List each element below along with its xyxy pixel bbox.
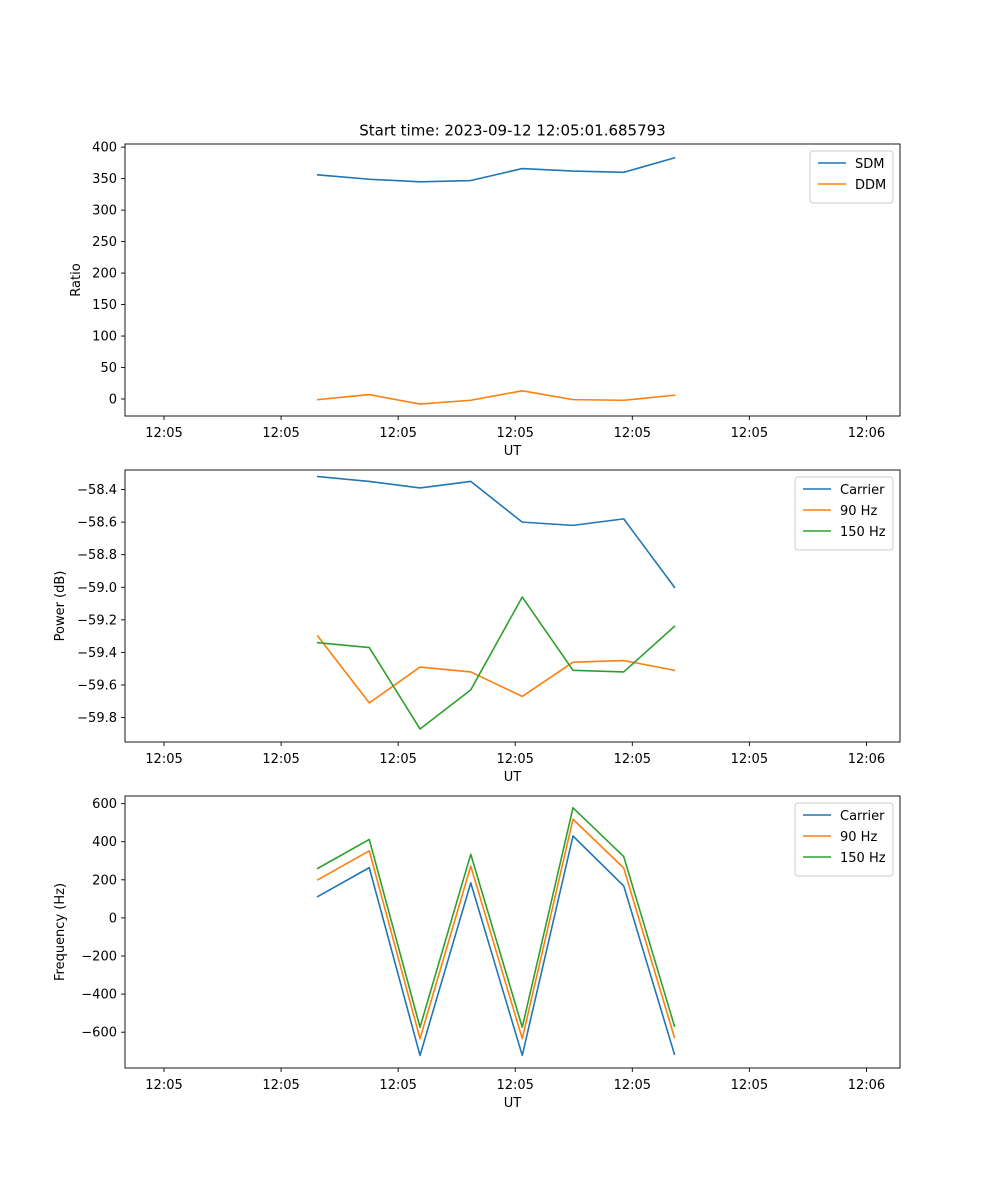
y-tick-label: −58.8 [77,548,117,563]
legend-label: SDM [855,157,884,172]
y-axis-label: Ratio [69,263,84,296]
series-line-90-hz [316,635,676,704]
y-tick-label: 400 [92,835,117,850]
series-line-ddm [316,390,676,405]
y-tick-label: −59.2 [77,613,117,628]
x-axis-label: UT [504,770,522,785]
y-tick-label: 50 [100,361,117,376]
x-tick-label: 12:05 [496,1078,533,1093]
x-tick-label: 12:05 [614,426,651,441]
chart-panel-1: 12:05 12:05 12:05 12:05 12:05 12:05 12:06 0 50 10… [69,141,901,459]
y-axis-label: Power (dB) [53,571,68,642]
series-line-carrier [316,835,676,1057]
x-tick-label: 12:05 [379,426,416,441]
legend-label: 90 Hz [840,504,877,519]
y-tick-label: 200 [92,873,117,888]
y-tick-label: −59.8 [77,711,117,726]
legend-label: Carrier [840,809,885,824]
y-tick-label: 200 [92,267,117,282]
x-tick-label: 12:05 [262,752,299,767]
y-tick-label: 250 [92,235,117,250]
y-tick-label: 400 [92,141,117,156]
legend: Carrier 90 Hz 150 Hz [794,802,894,877]
y-tick-label: −58.4 [77,483,117,498]
x-tick-label: 12:05 [731,426,768,441]
x-tick-label: 12:05 [145,752,182,767]
legend-label: 150 Hz [840,851,886,866]
legend: SDM DDM [809,150,894,204]
y-tick-label: 150 [92,298,117,313]
series-line-sdm [316,156,676,183]
x-tick-label: 12:05 [145,426,182,441]
y-tick-label: −59.4 [77,646,117,661]
y-tick-label: −200 [81,950,117,965]
x-tick-label: 12:05 [496,752,533,767]
y-axis-label: Frequency (Hz) [53,883,68,981]
y-tick-label: −59.6 [77,678,117,693]
axes-frame [124,143,901,417]
chart-panel-3: 12:05 12:05 12:05 12:05 12:05 12:05 12:06 −600 −… [53,795,901,1111]
series-line-90-hz [316,818,676,1040]
series-line-carrier [316,475,676,589]
x-tick-label: 12:05 [379,752,416,767]
y-tick-label: −59.0 [77,581,117,596]
y-tick-label: 0 [109,911,117,926]
x-tick-label: 12:06 [848,426,885,441]
y-tick-label: 300 [92,204,117,219]
x-tick-label: 12:05 [614,752,651,767]
x-tick-label: 12:05 [262,426,299,441]
y-tick-label: 0 [109,393,117,408]
y-tick-label: 600 [92,797,117,812]
y-tick-label: 350 [92,172,117,187]
y-tick-label: −400 [81,988,117,1003]
x-tick-label: 12:06 [848,752,885,767]
x-axis-label: UT [504,1096,522,1111]
legend-label: 150 Hz [840,525,886,540]
x-tick-label: 12:05 [379,1078,416,1093]
x-tick-label: 12:06 [848,1078,885,1093]
chart-title: Start time: 2023-09-12 12:05:01.685793 [359,122,665,140]
x-tick-label: 12:05 [731,752,768,767]
axes-frame [124,795,901,1069]
series-line-150-hz [316,807,676,1029]
x-tick-label: 12:05 [614,1078,651,1093]
y-tick-label: 100 [92,330,117,345]
y-tick-label: −600 [81,1026,117,1041]
x-tick-label: 12:05 [731,1078,768,1093]
legend-label: Carrier [840,483,885,498]
legend-box [809,150,894,204]
legend-label: 90 Hz [840,830,877,845]
chart-panel-2: 12:05 12:05 12:05 12:05 12:05 12:05 12:06 −59.8… [53,469,901,785]
x-axis-label: UT [504,444,522,459]
y-tick-label: −58.6 [77,516,117,531]
x-tick-label: 12:05 [262,1078,299,1093]
legend-label: DDM [855,178,886,193]
legend: Carrier 90 Hz 150 Hz [794,476,894,551]
axes-frame [124,469,901,743]
x-tick-label: 12:05 [145,1078,182,1093]
x-tick-label: 12:05 [496,426,533,441]
series-line-150-hz [316,596,676,730]
